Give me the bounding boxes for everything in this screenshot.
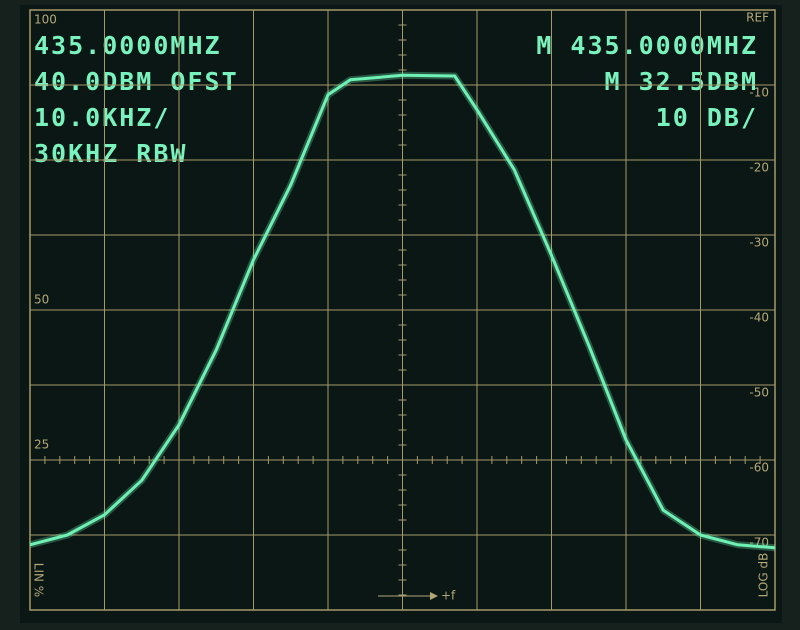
- y-tick-label: -20: [749, 161, 769, 175]
- freq-arrowhead: [430, 592, 438, 600]
- x-label: +f: [441, 589, 456, 603]
- crt: [20, 5, 782, 623]
- rbw: 30KHZ RBW: [34, 139, 187, 168]
- lin-label-25: 25: [34, 438, 49, 452]
- y-tick-label: -50: [749, 386, 769, 400]
- center-freq: 435.0000MHZ: [34, 31, 222, 60]
- lin-label-100: 100: [34, 13, 57, 27]
- lin-label: LIN %: [32, 563, 46, 597]
- y-tick-label: -60: [749, 461, 769, 475]
- marker-freq: M 435.0000MHZ: [536, 31, 758, 60]
- scale: 10 DB/: [656, 103, 758, 132]
- lin-label-50: 50: [34, 293, 49, 307]
- y-tick-label: -30: [749, 236, 769, 250]
- log-label: LOG dB: [757, 553, 771, 598]
- span: 10.0KHZ/: [34, 103, 170, 132]
- offset: 40.0DBM OFST: [34, 67, 239, 96]
- marker-level: M 32.5DBM: [605, 67, 758, 96]
- y-tick-label: -40: [749, 311, 769, 325]
- y-tick-label: -10: [749, 86, 769, 100]
- y-tick-label: REF: [746, 11, 769, 25]
- trace: [29, 73, 776, 550]
